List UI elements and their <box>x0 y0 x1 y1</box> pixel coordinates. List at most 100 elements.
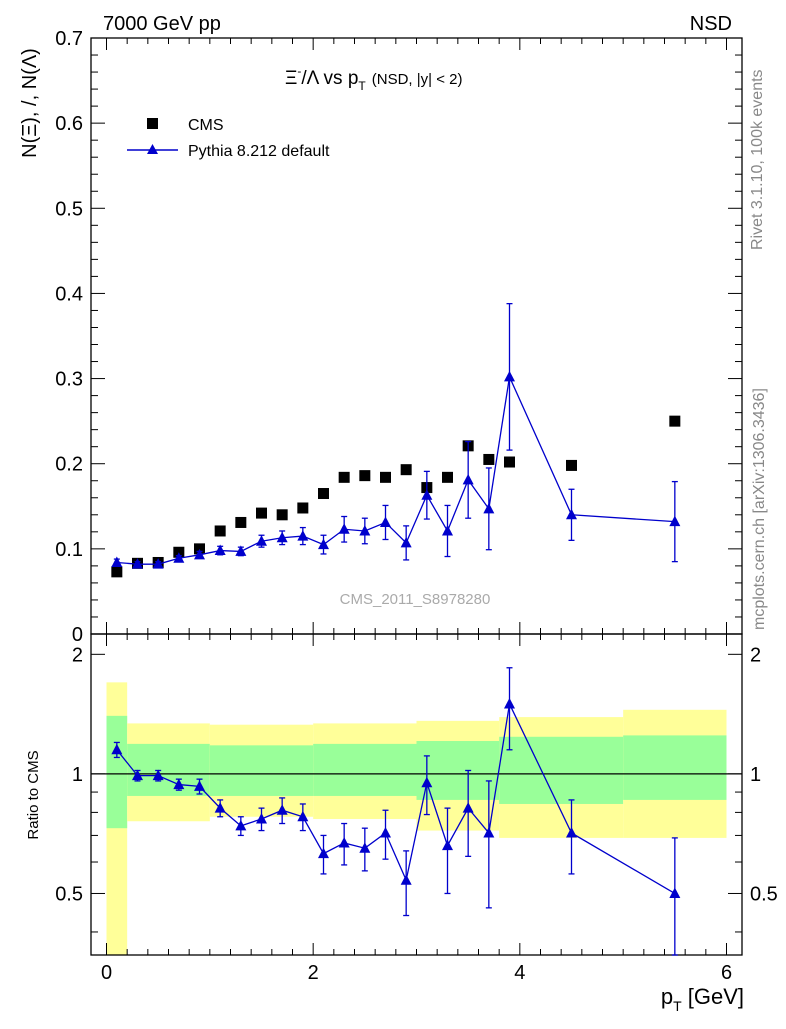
pythia-point <box>194 548 205 560</box>
chart-title: Ξ-/Λ vs pT (NSD, |y| < 2) <box>285 64 462 93</box>
y-tick-label: 0.3 <box>55 369 83 391</box>
y-tick-label: 0.4 <box>55 283 83 305</box>
ratio-point <box>442 839 453 851</box>
x-tick-label: 2 <box>308 962 319 984</box>
x-tick-label: 6 <box>721 962 732 984</box>
cms-point <box>483 453 495 465</box>
cms-point <box>400 464 412 476</box>
ratio-point <box>400 874 412 885</box>
cms-point <box>504 456 515 468</box>
ratio-point <box>194 780 205 791</box>
cms-point <box>566 459 577 471</box>
ratio-line <box>116 701 676 895</box>
title-cut: (NSD, |y| < 2) <box>372 71 463 88</box>
pythia-point <box>462 473 474 485</box>
x-axis-label-p: p <box>661 984 673 1009</box>
bottom-panel-marks <box>111 667 681 956</box>
source-label: mcplots.cern.ch [arXiv:1306.3436] <box>751 388 768 630</box>
cms-point <box>276 509 288 521</box>
cms-point <box>442 471 453 483</box>
title-xi-sup: - <box>297 64 301 78</box>
pythia-point <box>421 489 433 500</box>
pythia-point <box>504 370 515 382</box>
ratio-y-tick-label-right: 0.5 <box>750 883 778 905</box>
title-mid: /Λ vs p <box>301 68 358 89</box>
legend-cms-label: CMS <box>188 117 224 134</box>
ratio-point <box>504 697 515 709</box>
y-tick-label: 0.5 <box>55 198 83 220</box>
pythia-point <box>132 558 143 569</box>
pythia-point <box>297 530 309 541</box>
band-inner-3 <box>313 743 417 796</box>
rivet-version-label: Rivet 3.1.10, 100k events <box>749 69 766 250</box>
pythia-point <box>152 558 164 569</box>
ratio-point <box>566 826 577 838</box>
pythia-point <box>483 502 495 514</box>
pythia-point <box>400 536 412 548</box>
x-tick-label: 0 <box>101 962 112 984</box>
ratio-point <box>152 769 164 781</box>
y-tick-label: 0.2 <box>55 454 83 476</box>
pythia-point <box>111 556 123 567</box>
y-tick-label: 0.7 <box>55 28 83 50</box>
watermark: CMS_2011_S8978280 <box>340 591 491 608</box>
x-axis-label: pT [GeV] <box>661 984 744 1014</box>
header-right-label: NSD <box>690 13 732 35</box>
cms-point <box>235 516 247 528</box>
top-y-axis-label: N(Ξ), /, N(Λ) <box>19 48 41 158</box>
top-panel-marks <box>111 302 681 578</box>
pythia-point <box>380 516 391 527</box>
pythia-point <box>235 545 247 556</box>
cms-point <box>380 471 391 483</box>
cms-point <box>359 470 371 482</box>
ratio-y-tick-label: 2 <box>72 644 83 666</box>
band-inner-6 <box>623 735 727 800</box>
band-inner-0 <box>106 715 128 829</box>
legend-pythia-marker <box>147 144 158 154</box>
ratio-point <box>421 776 433 788</box>
cms-point <box>318 488 329 500</box>
pythia-line <box>116 374 675 565</box>
ratio-point <box>276 804 288 815</box>
ratio-point <box>214 802 226 813</box>
band-inner-5 <box>499 736 624 804</box>
y-tick-label: 0.1 <box>55 539 83 561</box>
ratio-point <box>132 769 143 781</box>
ratio-y-tick-label: 1 <box>72 764 83 786</box>
cms-point <box>669 415 681 427</box>
legend-cms-marker <box>147 118 158 129</box>
pythia-point <box>566 508 577 520</box>
ratio-uncertainty-bands <box>106 682 727 955</box>
pythia-point <box>359 524 371 536</box>
pythia-point <box>214 544 226 556</box>
pythia-point <box>276 531 288 543</box>
y-tick-label: 0 <box>72 624 83 646</box>
cms-point <box>338 471 350 483</box>
x-tick-label: 4 <box>514 962 525 984</box>
band-inner-2 <box>209 745 314 796</box>
ratio-point <box>380 826 391 838</box>
ratio-point <box>256 812 267 824</box>
x-axis-label-sub: T <box>673 998 682 1014</box>
pythia-point <box>338 523 350 534</box>
ratio-point <box>235 819 247 831</box>
top-panel-frame: 0 0.1 0.2 0.3 0.4 0.5 0.6 0.7 <box>55 28 743 646</box>
title-xi: Ξ <box>285 68 297 89</box>
ratio-point <box>669 887 681 898</box>
cms-point <box>256 507 267 519</box>
ratio-y-tick-label: 0.5 <box>55 883 83 905</box>
ratio-point <box>338 836 350 848</box>
ratio-point <box>483 826 495 838</box>
pythia-point <box>318 538 329 550</box>
ratio-point <box>318 847 329 859</box>
pythia-point <box>256 535 267 546</box>
ratio-point <box>297 810 309 822</box>
y-tick-label: 0.6 <box>55 113 83 135</box>
ratio-y-tick-label-right: 1 <box>750 764 761 786</box>
ratio-point <box>462 802 474 813</box>
bottom-y-axis-label: Ratio to CMS <box>25 750 42 839</box>
ratio-point <box>173 778 185 790</box>
pythia-point <box>442 524 453 536</box>
